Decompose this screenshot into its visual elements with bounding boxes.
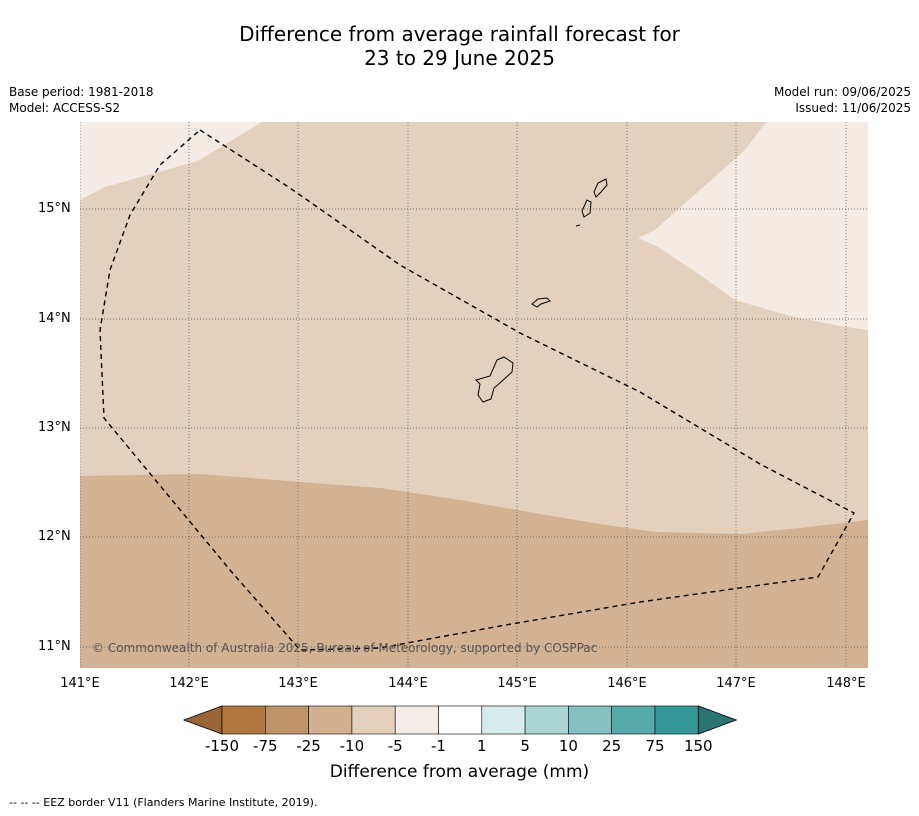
map-plot (80, 122, 868, 668)
rainfall-band-light-ne (638, 122, 868, 330)
lon-label-144e: 144°E (388, 676, 428, 691)
colorbar-tick-label: -150 (204, 737, 240, 755)
title-line-1: Difference from average rainfall forecas… (239, 22, 680, 46)
lat-label-12n: 12°N (38, 529, 71, 544)
colorbar (182, 705, 738, 735)
copyright-notice: © Commonwealth of Australia 2025, Bureau… (92, 641, 598, 655)
colorbar-bin (221, 705, 266, 735)
lat-label-14n: 14°N (38, 311, 71, 326)
map-title: Difference from average rainfall forecas… (0, 22, 919, 70)
lon-label-148e: 148°E (826, 676, 866, 691)
saipan-island (593, 178, 608, 198)
colorbar-tick-label: -5 (387, 737, 403, 755)
eez-border (99, 129, 855, 651)
lon-label-143e: 143°E (278, 676, 318, 691)
lon-label-145e: 145°E (497, 676, 537, 691)
colorbar-tick-label: 25 (602, 737, 622, 755)
lon-label-146e: 146°E (607, 676, 647, 691)
meta-right: Model run: 09/06/2025 Issued: 11/06/2025 (774, 84, 911, 116)
colorbar-bin (394, 705, 439, 735)
lon-label-142e: 142°E (169, 676, 209, 691)
colorbar-tick-label: 75 (645, 737, 665, 755)
colorbar-bin (611, 705, 656, 735)
colorbar-tick-label: -75 (253, 737, 278, 755)
colorbar-bin (524, 705, 569, 735)
colorbar-tick-label: -25 (296, 737, 321, 755)
eez-footnote: -- -- -- EEZ border V11 (Flanders Marine… (9, 796, 318, 809)
rainfall-band-light-nw (80, 122, 262, 200)
lat-label-11n: 11°N (38, 639, 71, 654)
issued-date: Issued: 11/06/2025 (795, 101, 911, 115)
title-line-2: 23 to 29 June 2025 (364, 46, 555, 70)
model-name: Model: ACCESS-S2 (9, 101, 121, 115)
colorbar-title: Difference from average (mm) (329, 762, 590, 782)
colorbar-bin (481, 705, 526, 735)
colorbar-extend-high (697, 705, 738, 735)
colorbar-bin (438, 705, 483, 735)
colorbar-tick-label: 1 (477, 737, 487, 755)
colorbar-bin (568, 705, 613, 735)
base-period: Base period: 1981-2018 (9, 85, 154, 99)
rainfall-band-dark-south (80, 474, 868, 668)
aguijan-island (575, 224, 581, 227)
graticule (80, 122, 868, 668)
colorbar-bin (308, 705, 353, 735)
lat-label-15n: 15°N (38, 201, 71, 216)
colorbar-tick-label: -10 (339, 737, 365, 755)
lon-label-141e: 141°E (60, 676, 100, 691)
tinian-island (581, 199, 592, 218)
colorbar-extend-low (182, 705, 223, 735)
rota-island (531, 297, 551, 308)
colorbar-bin (351, 705, 396, 735)
colorbar-tick-label: -1 (431, 737, 446, 755)
model-run: Model run: 09/06/2025 (773, 85, 911, 99)
islands (475, 178, 608, 403)
lat-label-13n: 13°N (38, 420, 71, 435)
lon-label-147e: 147°E (716, 676, 756, 691)
colorbar-tick-label: 5 (520, 737, 530, 755)
colorbar-tick-label: 150 (683, 737, 713, 755)
guam-island (475, 356, 514, 403)
colorbar-tick-label: 10 (558, 737, 578, 755)
colorbar-bin (264, 705, 309, 735)
colorbar-bin (654, 705, 699, 735)
meta-left: Base period: 1981-2018 Model: ACCESS-S2 (9, 84, 154, 116)
